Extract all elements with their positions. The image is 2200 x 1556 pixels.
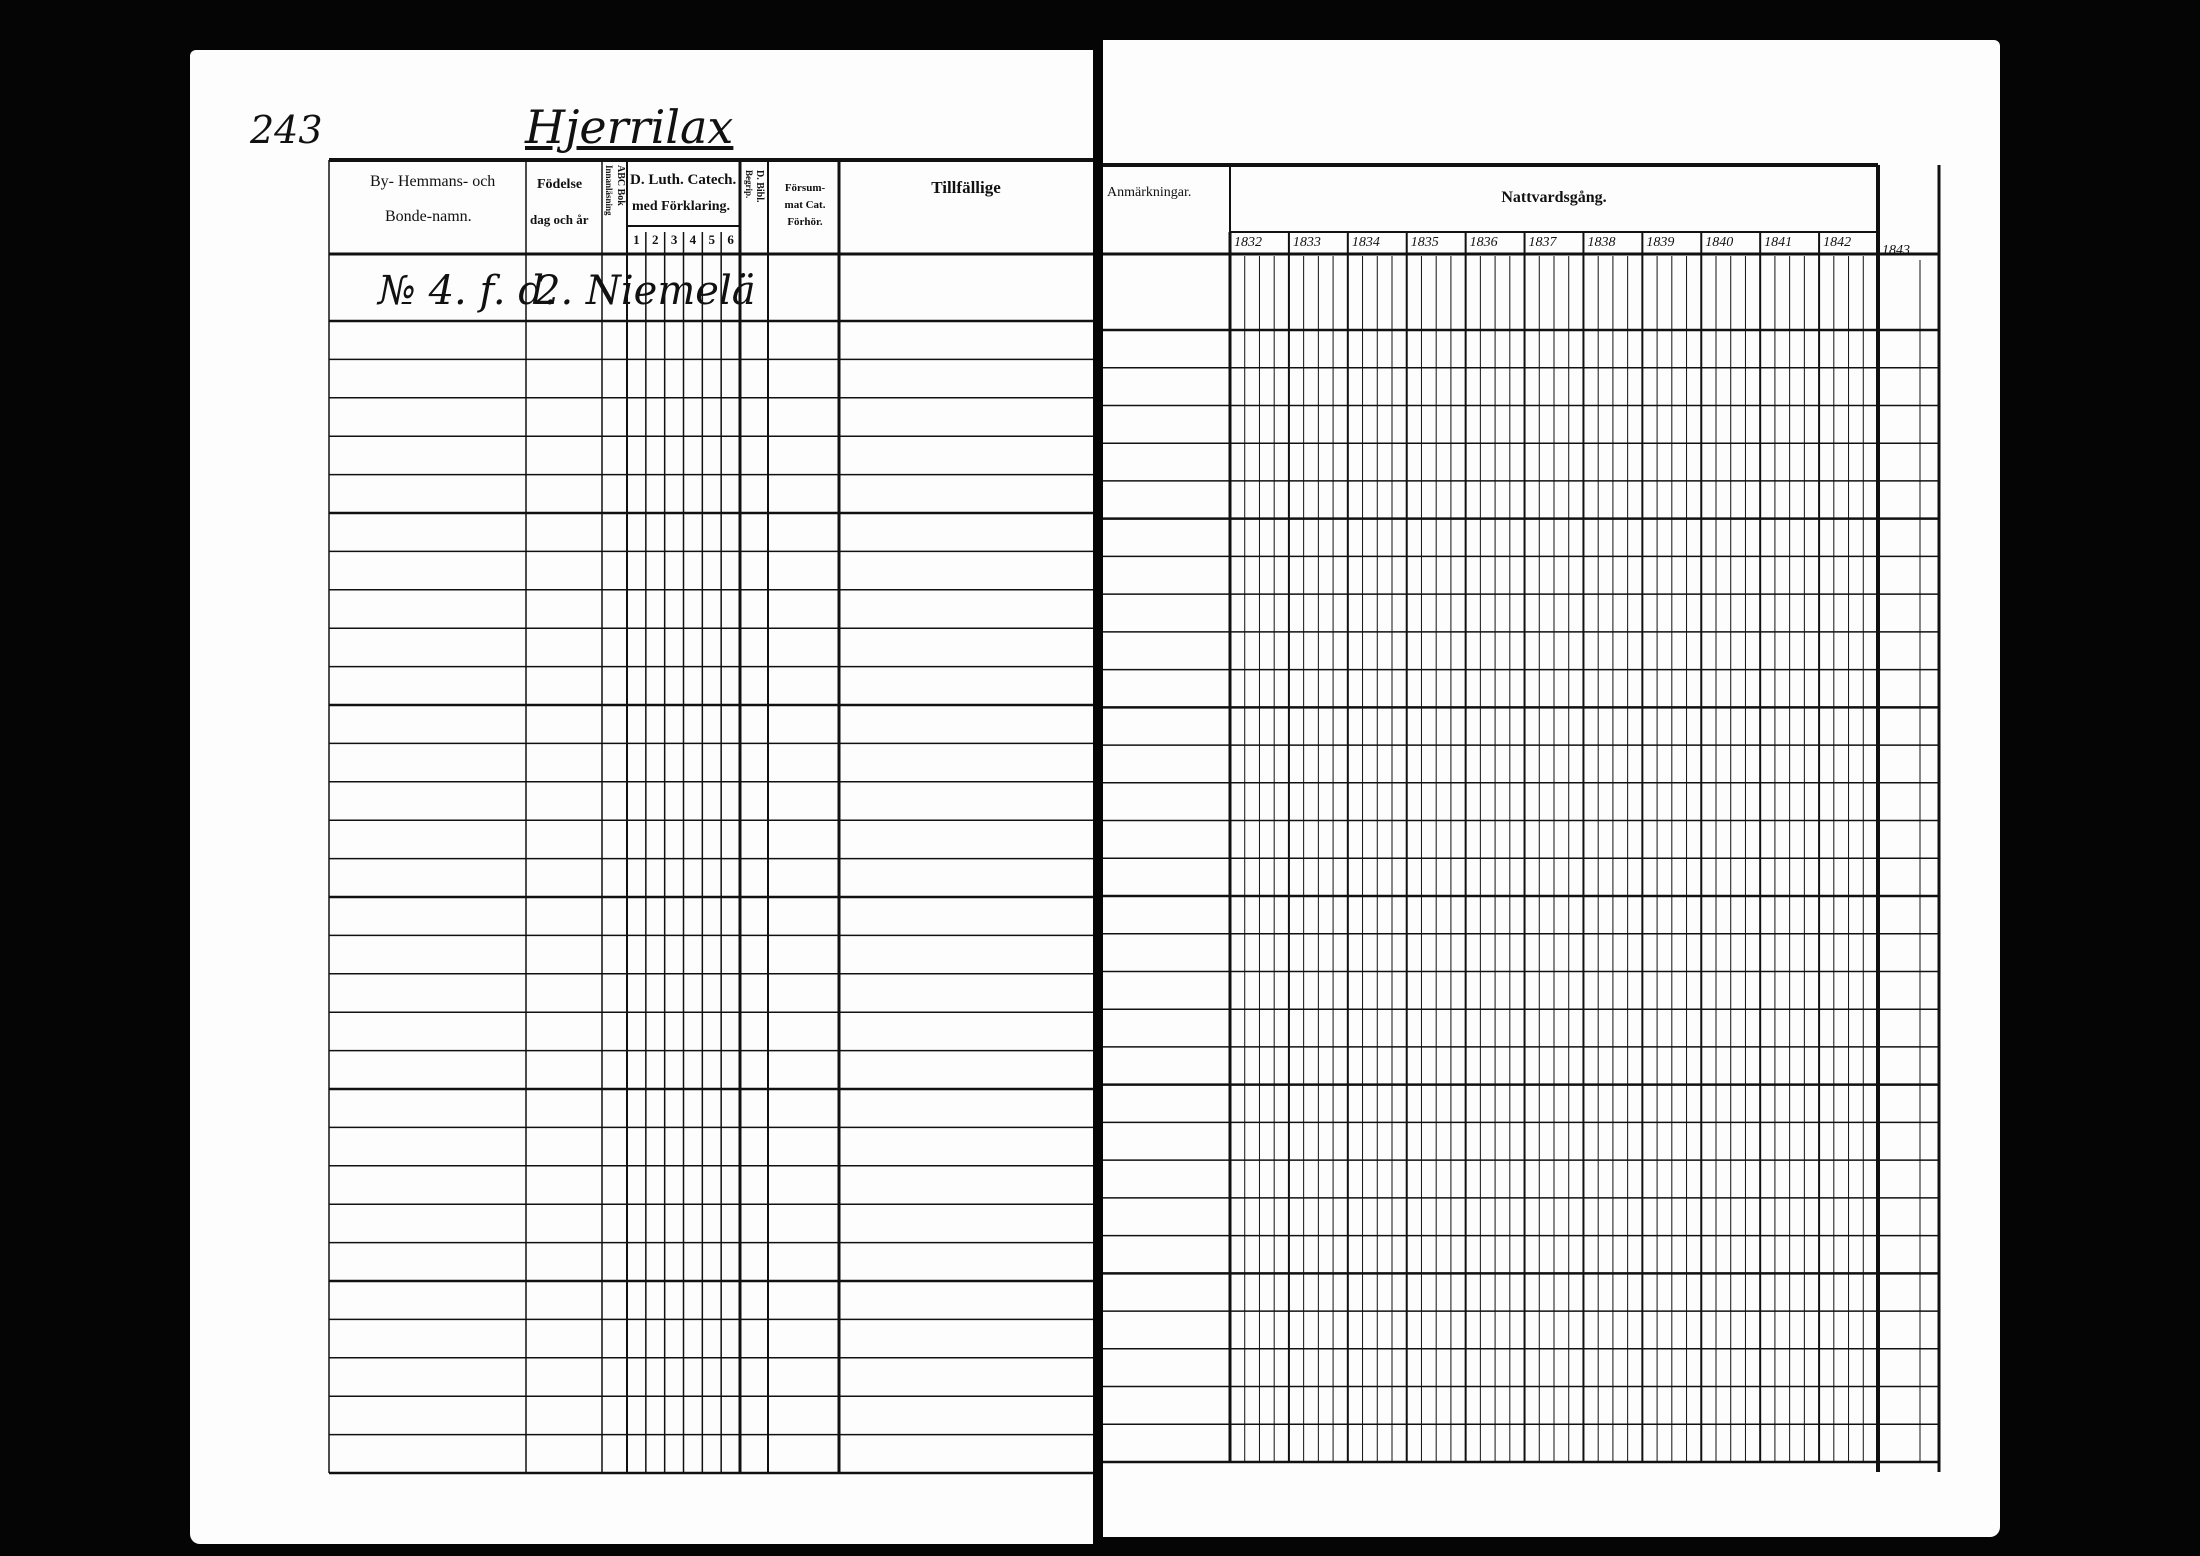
header-bibl-sub: Begrip. [744, 170, 754, 199]
header-birth-line1: Födelse [537, 177, 583, 192]
header-communion: Nattvardsgång. [1501, 189, 1607, 206]
header-forsummat-line2: mat Cat. [784, 199, 826, 211]
catech-part-1: 1 [633, 232, 640, 247]
entry-homestead: № 4. f. d. [378, 268, 557, 314]
header-name-col-line2: Bonde-namn. [385, 208, 472, 225]
header-name-col-line1: By- Hemmans- och [370, 173, 496, 190]
year-1838: 1838 [1587, 235, 1616, 250]
catech-part-6: 6 [727, 232, 734, 247]
header-forsummat-line1: Försum- [784, 182, 826, 194]
header-abc-sub: Innanläsning [604, 165, 614, 216]
year-1834: 1834 [1351, 235, 1380, 250]
year-1842: 1842 [1823, 235, 1852, 250]
page-number: 243 [250, 108, 323, 152]
year-1839: 1839 [1646, 235, 1675, 250]
village-name: Hjerrilax [525, 100, 734, 154]
year-1833: 1833 [1292, 235, 1321, 250]
header-forsummat-line3: Förhör. [787, 216, 823, 228]
year-1841: 1841 [1764, 235, 1793, 250]
catech-part-5: 5 [708, 232, 715, 247]
right-page [1103, 40, 2000, 1537]
left-page [190, 50, 1093, 1544]
year-1836: 1836 [1469, 235, 1498, 250]
year-1840: 1840 [1705, 235, 1734, 250]
entry-name: 2. Niemelä [535, 268, 756, 314]
catech-part-2: 2 [651, 232, 659, 247]
header-catech-line1: D. Luth. Catech. [630, 172, 737, 188]
header-abc: ABC Bok [615, 165, 626, 206]
year-1835: 1835 [1410, 235, 1439, 250]
header-birth-line2: dag och år [530, 212, 589, 227]
header-tillfallige: Tillfällige [931, 178, 1001, 197]
year-1832: 1832 [1234, 235, 1262, 250]
catech-part-4: 4 [689, 232, 697, 247]
header-remarks: Anmärkningar. [1107, 185, 1192, 200]
year-1837: 1837 [1528, 235, 1557, 250]
header-bibl: D. Bibl. [754, 170, 765, 203]
catech-part-3: 3 [670, 232, 678, 247]
extra-year: 1843 [1882, 243, 1910, 258]
header-forsummat: Försum- mat Cat. Förhör. [773, 180, 837, 231]
header-catech-line2: med Förklaring. [632, 199, 730, 214]
